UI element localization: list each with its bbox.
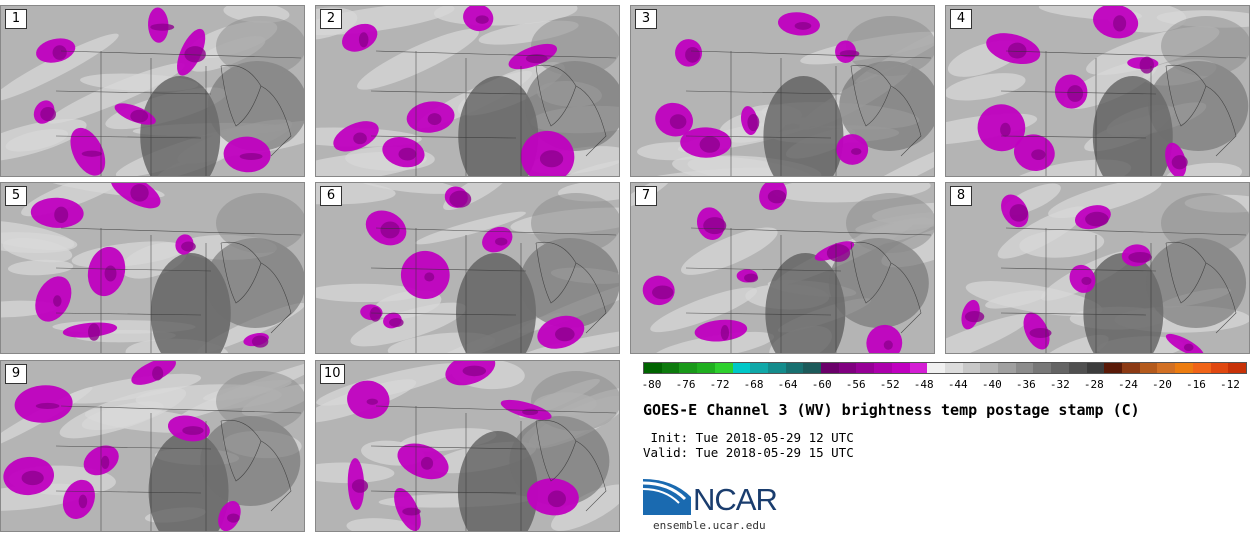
colorbar-ticks: -80 -76 -72 -68 -64 -60 -56 -52 -48 -44 -40 -36 -32-… (641, 378, 1247, 394)
colorbar-swatch (891, 363, 910, 373)
colorbar-swatch (1068, 363, 1087, 373)
panel-label: 9 (5, 364, 27, 384)
panel-label: 1 (5, 9, 27, 29)
colorbar-tick-label: -52 (879, 378, 900, 391)
figure-title: GOES-E Channel 3 (WV) brightness temp po… (643, 401, 1140, 419)
colorbar-swatch (909, 363, 928, 373)
colorbar (643, 362, 1247, 374)
colorbar-swatch (998, 363, 1016, 373)
colorbar-swatch (1015, 363, 1034, 373)
colorbar-swatch (714, 363, 733, 373)
colorbar-swatch (767, 363, 786, 373)
colorbar-swatch (821, 363, 839, 373)
colorbar-swatch (1051, 363, 1069, 373)
colorbar-tick-label: -32 (1049, 378, 1070, 391)
ensemble-member-panel: 7 (630, 182, 935, 354)
colorbar-tick-label: -80 (641, 378, 662, 391)
colorbar-swatch (1157, 363, 1176, 373)
colorbar-swatch (1192, 363, 1211, 373)
colorbar-swatch (803, 363, 822, 373)
colorbar-swatch (750, 363, 768, 373)
colorbar-swatch (644, 363, 662, 373)
colorbar-swatch (1228, 363, 1246, 373)
colorbar-tick-label: -24 (1117, 378, 1138, 391)
colorbar-swatch (874, 363, 892, 373)
panel-label: 7 (635, 186, 657, 206)
ensemble-member-panel: 5 (0, 182, 305, 354)
water-vapor-map (946, 6, 1249, 176)
ensemble-member-panel: 10 (315, 360, 620, 532)
colorbar-swatch (1033, 363, 1052, 373)
colorbar-swatch (1139, 363, 1158, 373)
water-vapor-map (316, 183, 619, 353)
colorbar-swatch (1121, 363, 1140, 373)
website-link[interactable]: ensemble.ucar.edu (653, 519, 766, 532)
colorbar-swatch (838, 363, 857, 373)
init-time: Init: Tue 2018-05-29 12 UTC (643, 430, 854, 445)
colorbar-tick-label: -48 (913, 378, 934, 391)
colorbar-tick-label: -72 (709, 378, 730, 391)
colorbar-tick-label: -16 (1186, 378, 1206, 391)
panel-label: 3 (635, 9, 657, 29)
colorbar-swatch (697, 363, 715, 373)
ensemble-member-panel: 3 (630, 5, 935, 177)
colorbar-swatch (927, 363, 945, 373)
colorbar-swatch (661, 363, 680, 373)
water-vapor-map (1, 361, 304, 531)
water-vapor-map (631, 6, 934, 176)
ensemble-member-panel: 9 (0, 360, 305, 532)
colorbar-tick-label: -60 (811, 378, 832, 391)
water-vapor-map (1, 6, 304, 176)
water-vapor-map (1, 183, 304, 353)
ensemble-member-panel: 1 (0, 5, 305, 177)
ensemble-member-panel: 6 (315, 182, 620, 354)
panel-label: 6 (320, 186, 342, 206)
panel-label: 10 (320, 364, 345, 384)
colorbar-tick-label: -36 (1015, 378, 1036, 391)
colorbar-swatch (944, 363, 963, 373)
colorbar-swatch (1210, 363, 1229, 373)
colorbar-tick-label: -40 (981, 378, 1002, 391)
colorbar-tick-label: -76 (675, 378, 696, 391)
colorbar-swatch (962, 363, 981, 373)
ensemble-member-panel: 2 (315, 5, 620, 177)
colorbar-swatch (1104, 363, 1122, 373)
colorbar-swatch (856, 363, 875, 373)
colorbar-swatch (679, 363, 698, 373)
panel-label: 4 (950, 9, 972, 29)
water-vapor-map (946, 183, 1249, 353)
colorbar-tick-label: -20 (1151, 378, 1172, 391)
panel-label: 2 (320, 9, 342, 29)
colorbar-swatch (1175, 363, 1193, 373)
water-vapor-map (316, 6, 619, 176)
ensemble-member-panel: 8 (945, 182, 1250, 354)
colorbar-tick-label: -56 (845, 378, 866, 391)
colorbar-swatch (980, 363, 999, 373)
ncar-logo-text: NCAR (693, 482, 778, 517)
colorbar-tick-label: -44 (947, 378, 968, 391)
colorbar-swatch (785, 363, 804, 373)
water-vapor-map (631, 183, 934, 353)
colorbar-tick-label: -64 (777, 378, 798, 391)
ncar-logo-icon (643, 479, 691, 515)
colorbar-swatch (1086, 363, 1105, 373)
colorbar-tick-label: -68 (743, 378, 764, 391)
panel-label: 8 (950, 186, 972, 206)
valid-time: Valid: Tue 2018-05-29 15 UTC (643, 445, 854, 460)
colorbar-tick-label: -28 (1083, 378, 1104, 391)
ensemble-member-panel: 4 (945, 5, 1250, 177)
colorbar-tick-label: -12 (1220, 378, 1240, 391)
colorbar-swatch (732, 363, 751, 373)
water-vapor-map (316, 361, 619, 531)
panel-label: 5 (5, 186, 27, 206)
